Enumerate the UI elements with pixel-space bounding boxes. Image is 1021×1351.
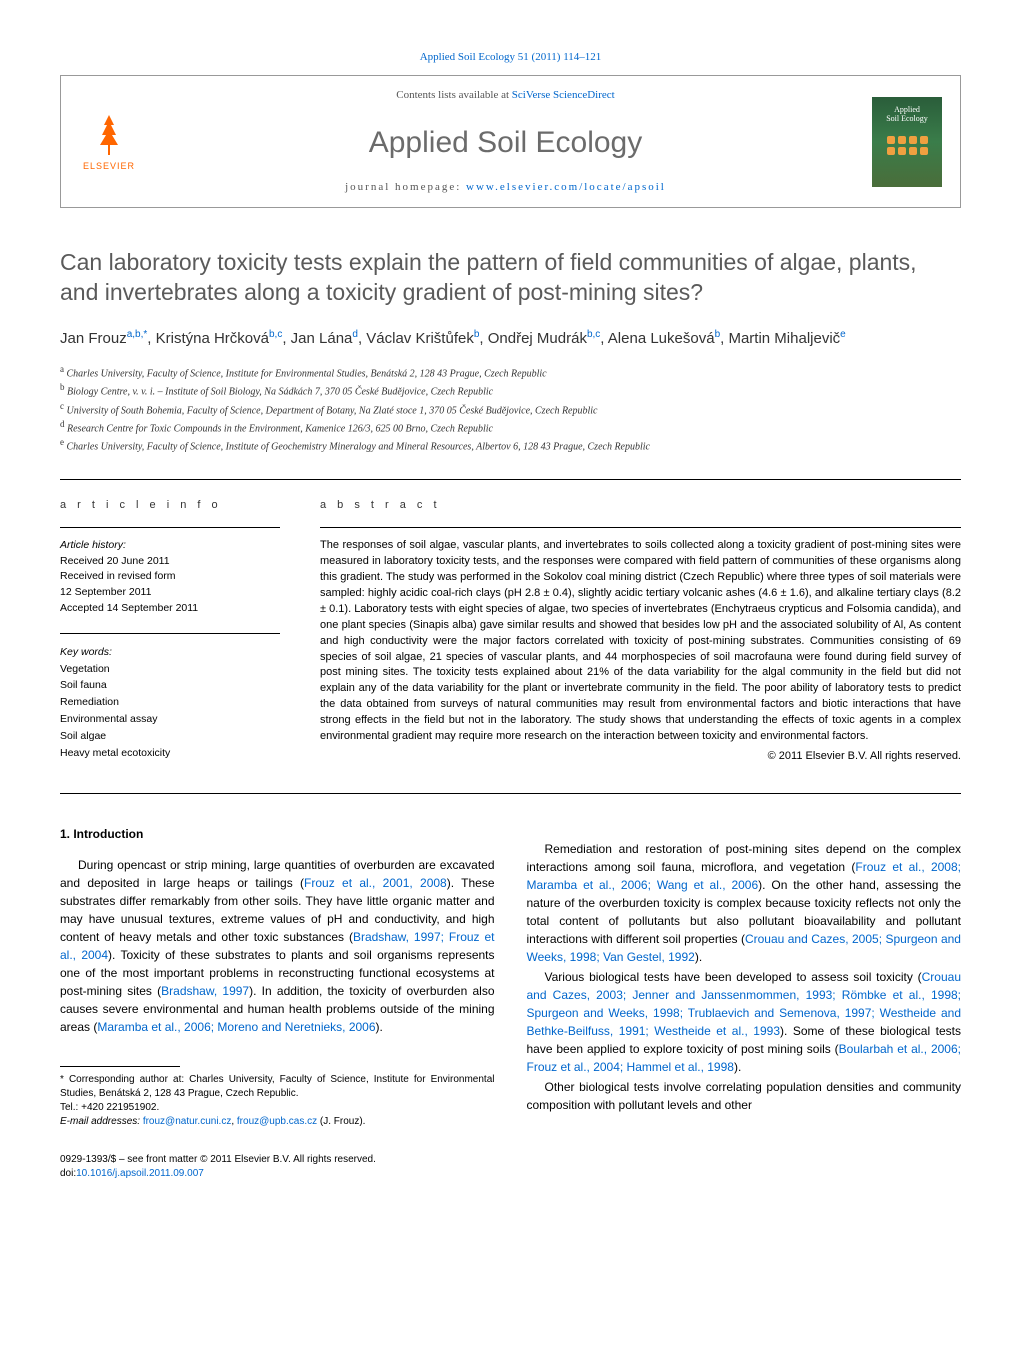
body-text: During opencast or strip mining, large q… [60, 826, 961, 1130]
article-info-label: a r t i c l e i n f o [60, 498, 280, 513]
page-footer: 0929-1393/$ – see front matter © 2011 El… [60, 1153, 961, 1181]
doi-line: doi:10.1016/j.apsoil.2011.09.007 [60, 1167, 961, 1181]
abstract-column: a b s t r a c t The responses of soil al… [320, 498, 961, 765]
affiliations-block: a Charles University, Faculty of Science… [60, 363, 961, 455]
keyword: Remediation [60, 694, 280, 711]
homepage-line: journal homepage: www.elsevier.com/locat… [159, 180, 852, 195]
body-paragraph: Other biological tests involve correlati… [527, 1078, 962, 1114]
homepage-prefix: journal homepage: [345, 181, 466, 193]
elsevier-tree-icon [84, 110, 134, 160]
article-history-block: Article history: Received 20 June 2011 R… [60, 538, 280, 617]
footnote-separator [60, 1066, 180, 1067]
history-line: Received 20 June 2011 [60, 554, 280, 570]
article-title: Can laboratory toxicity tests explain th… [60, 248, 961, 308]
body-paragraph: During opencast or strip mining, large q… [60, 856, 495, 1036]
contents-available-line: Contents lists available at SciVerse Sci… [159, 88, 852, 103]
affiliation-line: c University of South Bohemia, Faculty o… [60, 400, 961, 418]
citation-link[interactable]: Frouz et al., 2001, 2008 [304, 876, 447, 890]
affiliation-line: b Biology Centre, v. v. i. – Institute o… [60, 381, 961, 399]
journal-citation-line: Applied Soil Ecology 51 (2011) 114–121 [60, 50, 961, 65]
body-span: ). [376, 1020, 383, 1034]
body-span: ). [734, 1060, 741, 1074]
article-info-column: a r t i c l e i n f o Article history: R… [60, 498, 280, 765]
divider-bottom [60, 793, 961, 794]
journal-title: Applied Soil Ecology [159, 122, 852, 164]
affiliation-line: d Research Centre for Toxic Compounds in… [60, 418, 961, 436]
affiliation-line: e Charles University, Faculty of Science… [60, 436, 961, 454]
info-divider-2 [60, 633, 280, 634]
keyword: Heavy metal ecotoxicity [60, 745, 280, 762]
cover-text-line2: Soil Ecology [886, 114, 928, 124]
abstract-text: The responses of soil algae, vascular pl… [320, 538, 961, 745]
doi-link[interactable]: 10.1016/j.apsoil.2011.09.007 [76, 1168, 204, 1179]
history-line: Received in revised form [60, 569, 280, 585]
publisher-name: ELSEVIER [83, 160, 135, 173]
homepage-link[interactable]: www.elsevier.com/locate/apsoil [466, 181, 666, 193]
corresponding-author-note: * Corresponding author at: Charles Unive… [60, 1073, 495, 1101]
publisher-logo: ELSEVIER [79, 109, 139, 174]
abstract-label: a b s t r a c t [320, 498, 961, 513]
journal-cover-thumbnail: Applied Soil Ecology [872, 97, 942, 187]
history-line: 12 September 2011 [60, 585, 280, 601]
journal-header-box: ELSEVIER Contents lists available at Sci… [60, 75, 961, 208]
body-span: ). [695, 950, 702, 964]
keywords-block: Key words: Vegetation Soil fauna Remedia… [60, 644, 280, 762]
citation-link[interactable]: Bradshaw, 1997 [161, 984, 249, 998]
body-span: Various biological tests have been devel… [545, 970, 922, 984]
contents-prefix: Contents lists available at [396, 89, 511, 101]
keyword: Environmental assay [60, 711, 280, 728]
keyword: Vegetation [60, 661, 280, 678]
abstract-copyright: © 2011 Elsevier B.V. All rights reserved… [320, 749, 961, 764]
cover-pattern [882, 136, 932, 155]
history-title: Article history: [60, 538, 280, 554]
footnotes-block: * Corresponding author at: Charles Unive… [60, 1073, 495, 1129]
cover-text-line1: Applied [894, 105, 920, 115]
email-who: (J. Frouz). [317, 1116, 365, 1127]
affiliation-line: a Charles University, Faculty of Science… [60, 363, 961, 381]
issn-line: 0929-1393/$ – see front matter © 2011 El… [60, 1153, 961, 1167]
history-line: Accepted 14 September 2011 [60, 601, 280, 617]
keyword: Soil algae [60, 728, 280, 745]
email-link[interactable]: frouz@natur.cuni.cz [143, 1116, 232, 1127]
info-divider-1 [60, 527, 280, 528]
citation-link[interactable]: Maramba et al., 2006; Moreno and Neretni… [97, 1020, 375, 1034]
email-link[interactable]: frouz@upb.cas.cz [237, 1116, 317, 1127]
body-paragraph: Remediation and restoration of post-mini… [527, 840, 962, 966]
keyword: Soil fauna [60, 677, 280, 694]
body-paragraph: Various biological tests have been devel… [527, 968, 962, 1076]
body-span: Other biological tests involve correlati… [527, 1080, 962, 1112]
section-heading-introduction: 1. Introduction [60, 826, 495, 843]
corresponding-tel: Tel.: +420 221951902. [60, 1101, 495, 1115]
corresponding-email-line: E-mail addresses: frouz@natur.cuni.cz, f… [60, 1115, 495, 1129]
divider-top [60, 479, 961, 480]
abstract-divider [320, 527, 961, 528]
sciencedirect-link[interactable]: SciVerse ScienceDirect [512, 89, 615, 101]
doi-prefix: doi: [60, 1168, 76, 1179]
authors-line: Jan Frouza,b,*, Kristýna Hrčkováb,c, Jan… [60, 328, 961, 349]
email-label: E-mail addresses: [60, 1116, 143, 1127]
header-center: Contents lists available at SciVerse Sci… [159, 88, 852, 195]
keywords-title: Key words: [60, 644, 280, 661]
